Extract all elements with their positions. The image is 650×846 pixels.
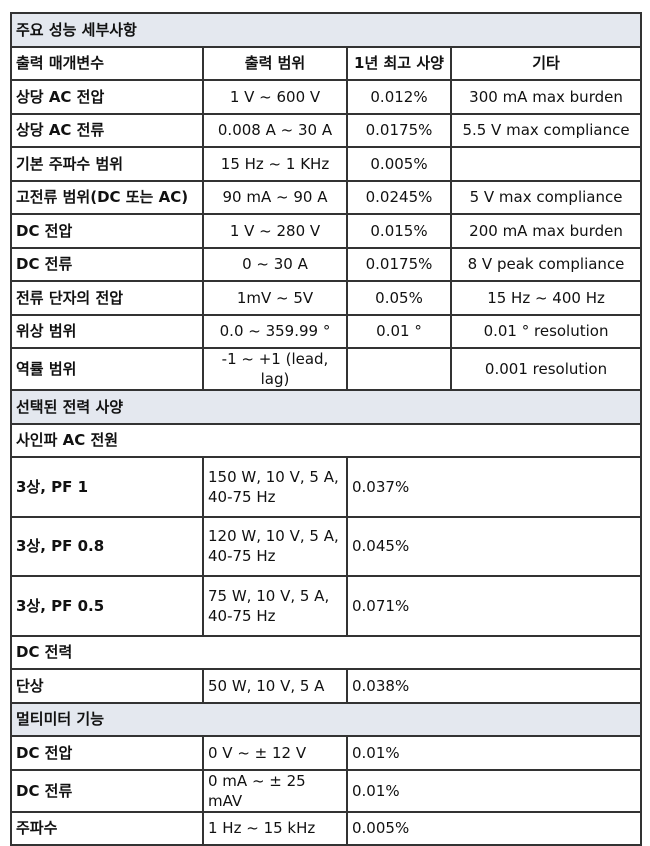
row-label: 3상, PF 0.5	[10, 575, 204, 637]
row-range: 0.008 A ~ 30 A	[202, 112, 348, 148]
row-range: 0.0 ~ 359.99 °	[202, 313, 348, 349]
row-label: 단상	[10, 668, 204, 704]
row-other: 15 Hz ~ 400 Hz	[449, 280, 643, 316]
row-label: DC 전압	[10, 735, 204, 771]
subsection-title: DC 전력	[9, 634, 643, 670]
row-spec: 0.037%	[345, 456, 643, 518]
row-range: 0 V ~ ± 12 V	[202, 735, 348, 771]
row-param: DC 전류	[10, 246, 204, 282]
subsection-dc-power: DC 전력	[9, 634, 643, 670]
condition-line: 75 W, 10 V, 5 A,	[208, 586, 330, 605]
table-row: 3상, PF 0.8 120 W, 10 V, 5 A, 40-75 Hz 0.0…	[10, 515, 643, 577]
condition-line: 40-75 Hz	[208, 487, 276, 506]
row-range: 1mV ~ 5V	[202, 280, 348, 316]
row-spec: 0.005%	[346, 146, 452, 182]
row-spec: 0.01%	[345, 768, 643, 813]
row-spec: 0.05%	[346, 280, 452, 316]
row-spec	[346, 347, 452, 391]
row-param: 고전류 범위(DC 또는 AC)	[10, 179, 204, 215]
row-condition: 75 W, 10 V, 5 A, 40-75 Hz	[202, 575, 348, 637]
row-param: 역률 범위	[10, 347, 204, 391]
row-spec: 0.0175%	[346, 112, 452, 148]
row-range: 0 ~ 30 A	[202, 246, 348, 282]
row-range: 0 mA ~ ± 25 mAV	[202, 768, 348, 813]
row-spec: 0.071%	[345, 575, 643, 637]
subsection-sine-ac: 사인파 AC 전원	[9, 422, 643, 458]
row-spec: 0.015%	[346, 213, 452, 249]
table-row: 전류 단자의 전압 1mV ~ 5V 0.05% 15 Hz ~ 400 Hz	[10, 280, 643, 316]
section-title: 주요 성능 세부사항	[9, 12, 643, 48]
row-param: 기본 주파수 범위	[10, 146, 204, 182]
row-other: 8 V peak compliance	[449, 246, 643, 282]
header-row: 출력 매개변수 출력 범위 1년 최고 사양 기타	[10, 45, 643, 81]
subsection-title: 사인파 AC 전원	[9, 422, 643, 458]
row-other: 5.5 V max compliance	[449, 112, 643, 148]
row-condition: 50 W, 10 V, 5 A	[202, 668, 348, 704]
row-range: 15 Hz ~ 1 KHz	[202, 146, 348, 182]
condition-line: 150 W, 10 V, 5 A,	[208, 467, 339, 486]
row-spec: 0.01 °	[346, 313, 452, 349]
row-spec: 0.01%	[345, 735, 643, 771]
row-label: DC 전류	[10, 768, 204, 813]
row-param: 상당 AC 전류	[10, 112, 204, 148]
spec-table-container: 주요 성능 세부사항 출력 매개변수 출력 범위 1년 최고 사양 기타 상당 …	[9, 12, 643, 846]
row-range: 1 V ~ 280 V	[202, 213, 348, 249]
row-range: 90 mA ~ 90 A	[202, 179, 348, 215]
table-row: 고전류 범위(DC 또는 AC) 90 mA ~ 90 A 0.0245% 5 …	[10, 179, 643, 215]
row-range: -1 ~ +1 (lead, lag)	[202, 347, 348, 391]
row-spec: 0.045%	[345, 515, 643, 577]
row-condition: 150 W, 10 V, 5 A, 40-75 Hz	[202, 456, 348, 518]
condition-line: 40-75 Hz	[208, 606, 276, 625]
row-range: 1 V ~ 600 V	[202, 79, 348, 115]
row-param: 전류 단자의 전압	[10, 280, 204, 316]
row-other: 300 mA max burden	[449, 79, 643, 115]
spec-table: 주요 성능 세부사항 출력 매개변수 출력 범위 1년 최고 사양 기타 상당 …	[9, 12, 643, 846]
table-row: 위상 범위 0.0 ~ 359.99 ° 0.01 ° 0.01 ° resol…	[10, 313, 643, 349]
row-spec: 0.0175%	[346, 246, 452, 282]
condition-line: 120 W, 10 V, 5 A,	[208, 527, 339, 546]
header-param: 출력 매개변수	[10, 45, 204, 81]
table-row: DC 전압 0 V ~ ± 12 V 0.01%	[10, 735, 643, 771]
table-row: 상당 AC 전압 1 V ~ 600 V 0.012% 300 mA max b…	[10, 79, 643, 115]
table-row: 3상, PF 1 150 W, 10 V, 5 A, 40-75 Hz 0.037…	[10, 456, 643, 518]
header-other: 기타	[449, 45, 643, 81]
row-other: 5 V max compliance	[449, 179, 643, 215]
row-spec: 0.0245%	[346, 179, 452, 215]
section-title: 멀티미터 기능	[9, 701, 643, 737]
section-power: 선택된 전력 사양	[9, 389, 643, 425]
condition-line: 40-75 Hz	[208, 547, 276, 566]
table-row: 단상 50 W, 10 V, 5 A 0.038%	[10, 668, 643, 704]
table-row: 상당 AC 전류 0.008 A ~ 30 A 0.0175% 5.5 V ma…	[10, 112, 643, 148]
row-spec: 0.038%	[345, 668, 643, 704]
row-param: 상당 AC 전압	[10, 79, 204, 115]
row-label: 3상, PF 1	[10, 456, 204, 518]
row-other: 0.001 resolution	[449, 347, 643, 391]
row-other: 200 mA max burden	[449, 213, 643, 249]
header-spec: 1년 최고 사양	[346, 45, 452, 81]
row-param: DC 전압	[10, 213, 204, 249]
row-condition: 120 W, 10 V, 5 A, 40-75 Hz	[202, 515, 348, 577]
section-multimeter: 멀티미터 기능	[9, 701, 643, 737]
table-row: DC 전류 0 ~ 30 A 0.0175% 8 V peak complian…	[10, 246, 643, 282]
row-spec: 0.012%	[346, 79, 452, 115]
row-other: 0.01 ° resolution	[449, 313, 643, 349]
row-param: 위상 범위	[10, 313, 204, 349]
table-row: DC 전압 1 V ~ 280 V 0.015% 200 mA max burd…	[10, 213, 643, 249]
table-row: 3상, PF 0.5 75 W, 10 V, 5 A, 40-75 Hz 0.07…	[10, 575, 643, 637]
row-other	[449, 146, 643, 182]
table-row: 역률 범위 -1 ~ +1 (lead, lag) 0.001 resoluti…	[10, 347, 643, 391]
table-row: 기본 주파수 범위 15 Hz ~ 1 KHz 0.005%	[10, 146, 643, 182]
section-title: 선택된 전력 사양	[9, 389, 643, 425]
row-label: 3상, PF 0.8	[10, 515, 204, 577]
header-range: 출력 범위	[202, 45, 348, 81]
section-performance: 주요 성능 세부사항	[9, 12, 643, 48]
table-row: DC 전류 0 mA ~ ± 25 mAV 0.01%	[10, 768, 643, 813]
